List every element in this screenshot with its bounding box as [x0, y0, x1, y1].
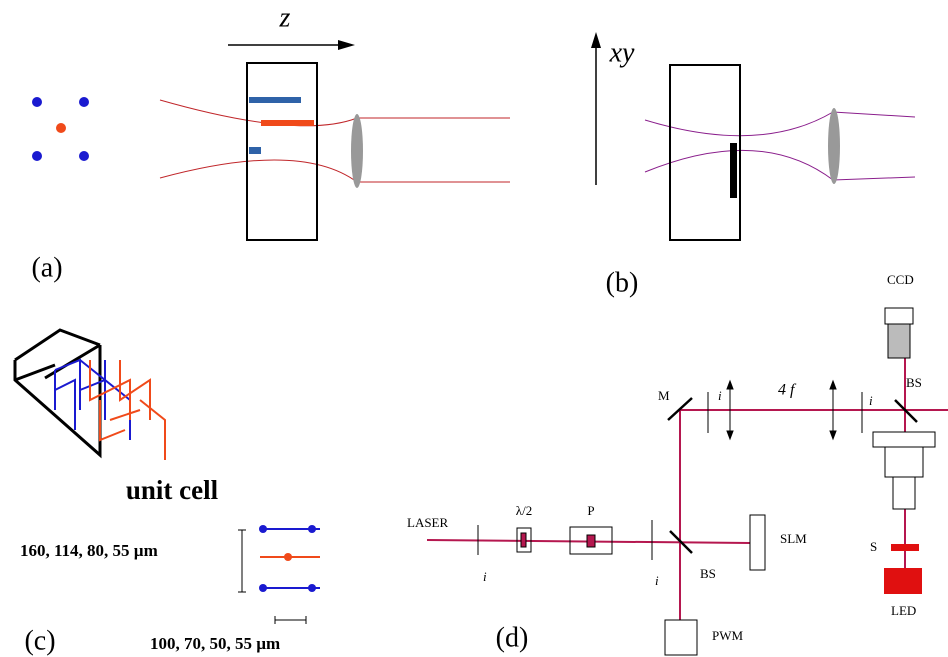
component-label: S	[870, 539, 877, 554]
lens	[828, 108, 840, 184]
component-label: LED	[891, 603, 916, 618]
trap-dot	[56, 123, 66, 133]
trap-plane	[730, 143, 737, 198]
panel-label: (c)	[24, 625, 55, 656]
panel-label: (b)	[606, 267, 639, 298]
axis-label: xy	[609, 37, 635, 68]
component-label: PWM	[712, 628, 744, 643]
sample-cell	[670, 65, 740, 240]
optics	[478, 308, 935, 655]
component-label: λ/2	[516, 503, 532, 518]
trap-plane	[249, 97, 301, 103]
trap-plane	[249, 147, 261, 154]
trap-dot	[79, 97, 89, 107]
arrow-head	[338, 40, 355, 50]
panel-label: (a)	[31, 252, 62, 283]
panel-b: xy (b)	[591, 32, 915, 298]
component-label: LASER	[407, 515, 449, 530]
holder	[15, 330, 100, 455]
trap-plane	[261, 120, 314, 126]
component-label: P	[587, 503, 594, 518]
component-label: M	[658, 388, 670, 403]
trap-dot	[32, 97, 42, 107]
dimension-label: 160, 114, 80, 55 µm	[20, 541, 158, 560]
lattice	[55, 360, 130, 440]
beam	[645, 150, 915, 180]
component-label: SLM	[780, 531, 807, 546]
trap-dot	[259, 584, 267, 592]
component-label: i	[869, 393, 873, 408]
component-label: BS	[700, 566, 716, 581]
dimension-label: 100, 70, 50, 55 µm	[150, 634, 280, 653]
component-label: i	[483, 569, 487, 584]
panel-c: unit cell 160, 114, 80, 55 µm 100, 70, 5…	[15, 330, 320, 656]
labels: LASER i λ/2 P i BS SLM PWM M i 4 f i BS …	[407, 272, 922, 643]
beam	[160, 160, 510, 182]
axis-label: z	[279, 2, 291, 33]
lens	[351, 114, 363, 188]
arrow-head	[591, 32, 601, 48]
title: unit cell	[126, 475, 219, 505]
trap-dot	[308, 584, 316, 592]
trap-dot	[79, 151, 89, 161]
component-label: i	[718, 388, 722, 403]
component-label: 4 f	[778, 382, 797, 399]
figure: z (a) xy (b) unit cell 160, 114, 80, 55 …	[0, 0, 948, 657]
beam	[645, 112, 915, 136]
stop	[891, 544, 919, 551]
trap-dot	[32, 151, 42, 161]
trap-dot	[308, 525, 316, 533]
panel-label: (d)	[496, 622, 529, 653]
component-label: BS	[906, 375, 922, 390]
led-source	[884, 568, 922, 594]
panel-a: z (a)	[31, 2, 510, 283]
component-label: i	[655, 573, 659, 588]
trap-dot	[259, 525, 267, 533]
trap-dot	[284, 553, 292, 561]
panel-d: LASER i λ/2 P i BS SLM PWM M i 4 f i BS …	[407, 272, 948, 655]
beam	[160, 100, 510, 126]
component-label: CCD	[887, 272, 914, 287]
